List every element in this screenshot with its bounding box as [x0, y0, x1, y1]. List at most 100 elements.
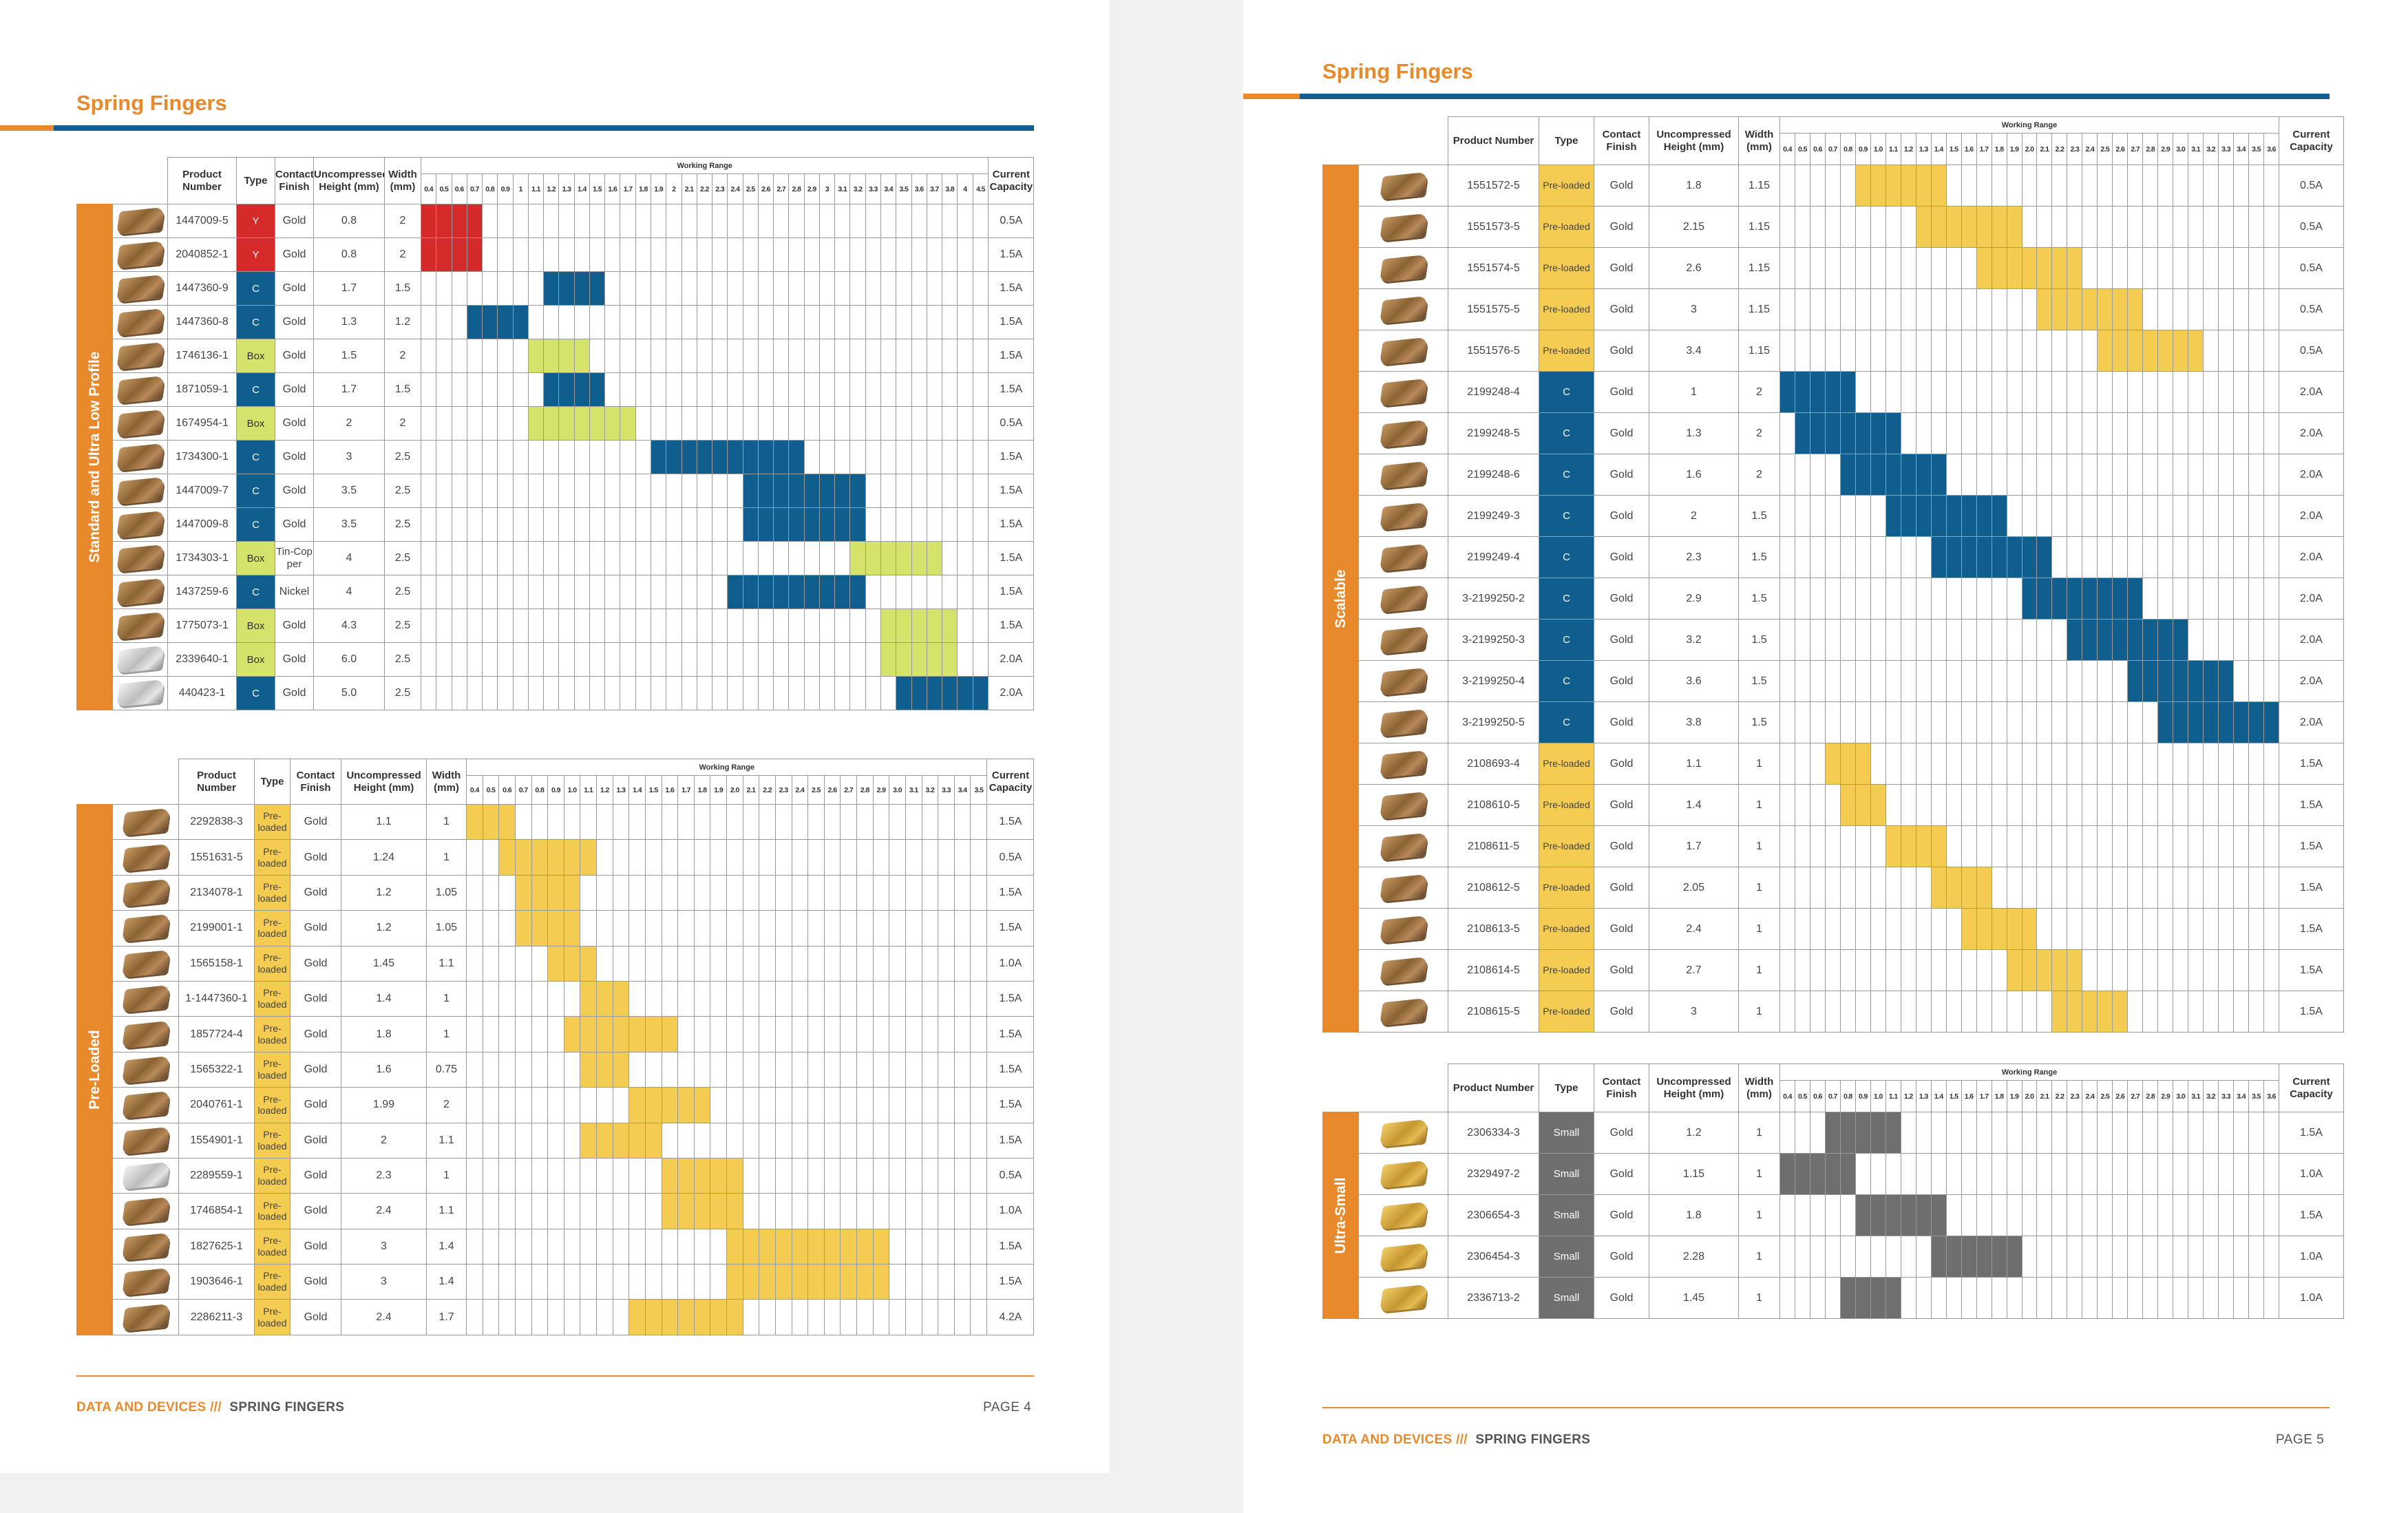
- range-cell: [2082, 412, 2098, 454]
- range-cell: [2142, 701, 2159, 743]
- range-cell: [2173, 908, 2189, 950]
- current-capacity: 1.5A: [2278, 949, 2344, 991]
- range-cell: [1824, 991, 1841, 1033]
- range-tick-label: 0.7: [1824, 133, 1841, 165]
- spring-finger-image: [1379, 254, 1428, 282]
- width-mm: 2.5: [384, 474, 421, 508]
- spring-finger-image: [1379, 956, 1428, 984]
- range-cell: [1809, 701, 1826, 743]
- range-tick-label: 2.6: [2112, 133, 2129, 165]
- range-cell: [512, 642, 529, 677]
- range-cell: [2173, 412, 2189, 454]
- range-cell: [803, 541, 820, 575]
- range-cell: [957, 339, 973, 373]
- range-cell: [889, 1122, 906, 1158]
- range-cell: [558, 507, 575, 542]
- range-cell: [666, 339, 682, 373]
- range-cell: [2097, 412, 2113, 454]
- range-cell: [865, 271, 881, 306]
- product-number: 1903646-1: [178, 1264, 255, 1300]
- uncompressed-height: 2.3: [341, 1157, 427, 1194]
- range-cell: [635, 372, 651, 407]
- product-image-cell: [112, 372, 168, 407]
- range-cell-filled: [677, 1087, 695, 1123]
- range-cell-filled: [880, 642, 897, 677]
- range-cell-filled: [1870, 412, 1886, 454]
- range-cell: [911, 237, 927, 272]
- range-cell: [644, 1264, 662, 1300]
- product-image-cell: [1358, 330, 1448, 372]
- product-image-cell: [112, 609, 168, 643]
- working-range-header: Working Range: [465, 759, 988, 776]
- width-mm: 1.4: [426, 1264, 467, 1300]
- range-cell: [2097, 371, 2113, 413]
- product-number: 1857724-4: [178, 1016, 255, 1052]
- range-cell: [2021, 743, 2038, 785]
- range-cell: [573, 507, 590, 542]
- range-tick-label: 0.7: [1824, 1080, 1841, 1112]
- range-cell: [972, 507, 989, 542]
- type-badge: Pre-loaded: [254, 1016, 291, 1052]
- current-capacity: 1.0A: [2278, 1236, 2344, 1278]
- range-cell: [1961, 454, 1977, 496]
- range-cell: [834, 271, 851, 306]
- range-cell: [1930, 908, 1947, 950]
- range-cell: [1779, 908, 1795, 950]
- range-cell: [938, 980, 955, 1017]
- range-cell: [1976, 1112, 1992, 1154]
- product-image-cell: [1358, 867, 1448, 909]
- range-cell-filled: [514, 910, 532, 946]
- range-cell-filled: [791, 1264, 809, 1300]
- range-cell-filled: [1824, 1153, 1841, 1195]
- range-cell: [759, 1193, 776, 1229]
- range-cell: [2021, 1277, 2038, 1319]
- range-cell: [1779, 867, 1795, 909]
- range-cell: [558, 237, 575, 272]
- range-cell: [2157, 536, 2174, 578]
- range-cell-filled: [1824, 412, 1841, 454]
- range-cell: [482, 1051, 500, 1088]
- contact-finish: Gold: [290, 1228, 341, 1265]
- range-cell-filled: [957, 676, 973, 710]
- range-cell: [1930, 784, 1947, 826]
- range-cell: [629, 945, 646, 982]
- range-cell: [1976, 1153, 1992, 1195]
- range-cell: [905, 839, 922, 876]
- range-cell: [1991, 371, 2007, 413]
- range-cell: [803, 676, 820, 710]
- range-tick-label: 2.8: [2142, 1080, 2159, 1112]
- range-cell: [2263, 743, 2279, 785]
- range-cell: [865, 237, 881, 272]
- current-capacity-header: Current Capacity: [2278, 1064, 2344, 1112]
- range-cell: [2157, 1112, 2174, 1154]
- range-cell: [2218, 454, 2235, 496]
- range-cell: [436, 642, 452, 677]
- contact-finish: Gold: [275, 440, 314, 474]
- range-cell: [1945, 330, 1962, 372]
- range-cell: [710, 1228, 727, 1265]
- range-cell: [896, 372, 912, 407]
- range-cell: [2082, 1112, 2098, 1154]
- range-cell-filled: [2142, 619, 2159, 661]
- range-cell-filled: [856, 1228, 874, 1265]
- range-cell: [2082, 867, 2098, 909]
- contact-finish: Nickel: [275, 575, 314, 609]
- contact-finish: Gold: [290, 1157, 341, 1194]
- range-cell: [1915, 1112, 1932, 1154]
- range-cell: [856, 1299, 874, 1335]
- range-cell: [970, 1051, 988, 1088]
- range-cell: [2233, 165, 2250, 207]
- range-cell: [2173, 991, 2189, 1033]
- width-mm: 1: [1738, 1112, 1780, 1154]
- title-rule: [54, 125, 1034, 131]
- range-cell: [774, 803, 792, 840]
- range-cell: [466, 474, 483, 508]
- range-cell-filled: [1945, 536, 1962, 578]
- range-cell: [2127, 867, 2144, 909]
- range-cell: [2097, 495, 2113, 537]
- range-tick-label: 3.4: [953, 775, 971, 805]
- range-cell: [1945, 825, 1962, 867]
- range-cell: [2203, 949, 2219, 991]
- contact-finish: Gold: [1594, 908, 1649, 950]
- range-cell: [1809, 1112, 1826, 1154]
